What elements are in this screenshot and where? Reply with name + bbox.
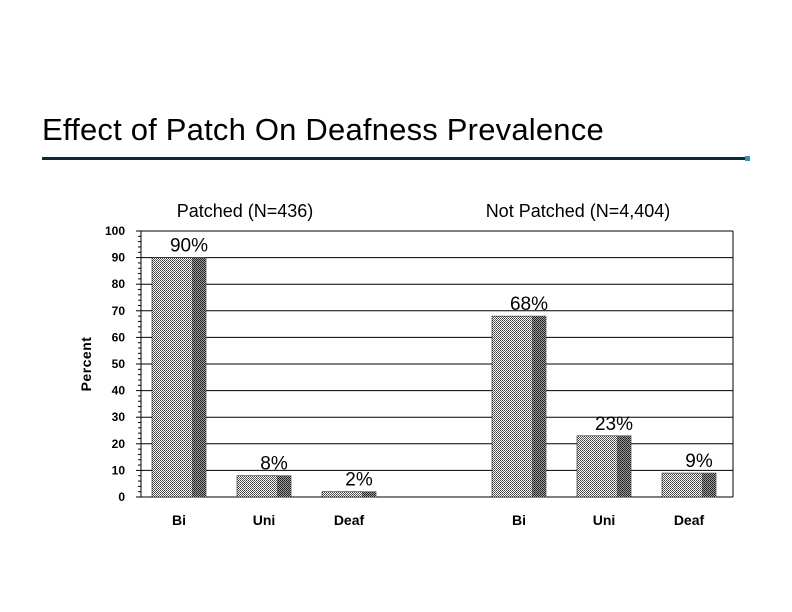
panel-title: Patched (N=436) [177,201,314,221]
data-label: 68% [510,294,548,315]
title-underline [42,157,748,160]
data-label: 90% [170,236,208,257]
bars [151,257,717,498]
x-category-label: Bi [172,512,186,528]
chart-labels: 0 10 20 30 40 50 60 70 80 90 100 Percent Patched (N=… [78,201,713,528]
data-label: 2% [345,470,373,491]
y-tick-label: 80 [112,277,126,291]
data-label: 9% [685,451,713,472]
bar-shade [532,316,546,497]
bar-shade [192,257,206,497]
y-tick-label: 100 [105,224,125,238]
x-category-label: Uni [253,512,276,528]
y-tick-label: 0 [118,490,125,504]
y-tick-label: 60 [112,330,126,344]
bar-shade [277,475,291,497]
bar-shade [617,435,631,497]
y-tick-label: 40 [112,384,126,398]
slide-title: Effect of Patch On Deafness Prevalence [42,112,604,147]
y-tick-label: 90 [112,251,126,265]
bar-shade [362,491,376,497]
title-underline-accent [745,156,750,161]
y-tick-label: 50 [112,357,126,371]
y-tick-label: 70 [112,304,126,318]
data-label: 8% [260,454,288,475]
data-label: 23% [595,414,633,435]
y-tick-label: 10 [112,463,126,477]
gridlines [136,230,734,498]
bar-shade [702,473,716,497]
x-category-label: Deaf [674,512,705,528]
y-tick-label: 30 [112,410,126,424]
panel-title: Not Patched (N=4,404) [486,201,671,221]
y-tick-label: 20 [112,437,126,451]
x-category-label: Bi [512,512,526,528]
y-axis-label: Percent [78,337,94,392]
x-category-label: Deaf [334,512,365,528]
x-category-label: Uni [593,512,616,528]
